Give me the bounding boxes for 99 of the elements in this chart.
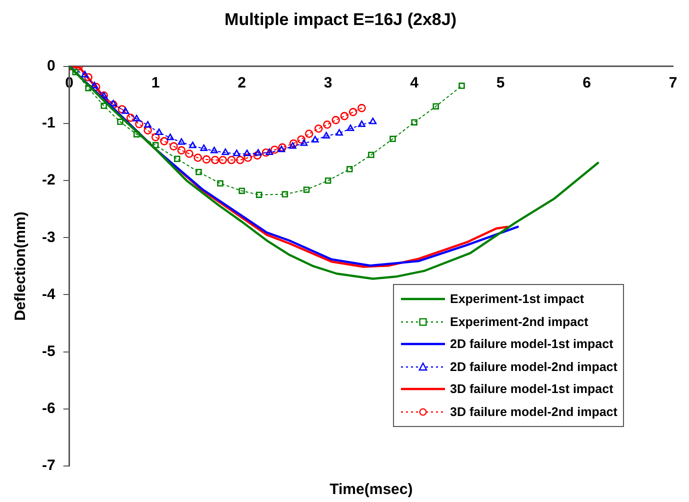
- y-tick-label: -3: [42, 228, 56, 246]
- point: [314, 124, 323, 133]
- point: [390, 136, 396, 142]
- point: [340, 112, 349, 120]
- y-axis-title: Deflection(mm): [12, 212, 30, 321]
- point: [411, 119, 418, 126]
- legend-label: 2D failure model-2nd impact: [450, 360, 618, 374]
- legend-label: 3D failure model-1st impact: [450, 382, 614, 396]
- point: [185, 150, 194, 158]
- point: [262, 148, 270, 157]
- point: [303, 186, 310, 193]
- point: [289, 139, 298, 148]
- point: [227, 156, 236, 164]
- y-tick-label: -1: [42, 114, 56, 132]
- point: [151, 133, 160, 142]
- point: [297, 135, 306, 144]
- point: [300, 139, 308, 146]
- x-tick-label: 1: [151, 74, 160, 92]
- point: [244, 154, 252, 162]
- point: [243, 150, 251, 156]
- x-tick-label: 7: [668, 74, 678, 92]
- point: [117, 118, 124, 125]
- point: [270, 146, 279, 154]
- x-tick-label: 5: [496, 74, 505, 92]
- x-tick-label: 2: [238, 74, 246, 92]
- point: [178, 138, 186, 145]
- y-tick-label: -4: [42, 286, 56, 303]
- point: [368, 152, 374, 158]
- point: [72, 68, 78, 76]
- point: [432, 103, 439, 110]
- y-tick-label: 0: [46, 58, 56, 75]
- legend-label: 2D failure model-1st impact: [450, 337, 614, 352]
- point: [322, 132, 330, 138]
- y-tick-label: -5: [42, 342, 56, 360]
- point: [323, 120, 332, 129]
- chart-title: Multiple impact E=16J (2x8J): [224, 10, 456, 29]
- point: [122, 107, 130, 114]
- point: [81, 70, 89, 78]
- point: [144, 121, 152, 128]
- point: [118, 105, 126, 114]
- point: [133, 131, 140, 138]
- point: [304, 130, 314, 138]
- point: [254, 149, 262, 156]
- legend-label: Experiment-1st impact: [450, 292, 584, 306]
- point: [236, 156, 244, 164]
- point: [348, 108, 358, 116]
- point: [210, 156, 220, 164]
- point: [346, 124, 354, 132]
- point: [218, 156, 227, 164]
- point: [84, 73, 92, 82]
- point: [144, 126, 152, 134]
- point: [85, 84, 92, 92]
- point: [166, 134, 174, 140]
- point: [126, 114, 135, 122]
- x-tick-label: 6: [582, 74, 591, 92]
- point: [135, 120, 144, 128]
- point: [110, 100, 117, 106]
- point: [358, 104, 366, 112]
- point: [369, 118, 377, 124]
- point: [132, 114, 140, 122]
- point: [152, 142, 159, 148]
- y-tick-label: -2: [42, 172, 56, 189]
- point: [170, 142, 178, 150]
- legend-label: Experiment-2nd impact: [450, 314, 588, 329]
- point: [358, 120, 366, 128]
- point: [278, 146, 286, 152]
- x-tick-label: 3: [324, 74, 332, 92]
- point: [256, 192, 262, 198]
- point: [90, 82, 98, 88]
- point: [174, 156, 180, 162]
- point: [177, 146, 186, 154]
- point: [253, 151, 262, 160]
- point: [222, 148, 230, 155]
- point: [196, 168, 202, 176]
- x-axis-title: Time(msec): [330, 481, 413, 498]
- point: [160, 137, 168, 146]
- point: [194, 154, 202, 162]
- point: [100, 102, 107, 109]
- point: [217, 180, 224, 187]
- x-tick-label: 4: [410, 74, 420, 92]
- point: [336, 129, 343, 136]
- point: [155, 128, 163, 136]
- y-tick-label: -7: [42, 457, 56, 474]
- point: [188, 142, 196, 148]
- point: [202, 155, 211, 164]
- point: [200, 144, 208, 152]
- legend-label: 3D failure model-2nd impact: [450, 404, 618, 419]
- point: [210, 146, 218, 154]
- point: [458, 82, 465, 89]
- point: [238, 188, 245, 194]
- y-tick-label: -6: [42, 400, 56, 418]
- point: [332, 116, 340, 124]
- point: [266, 148, 274, 155]
- point: [324, 177, 332, 184]
- point: [311, 136, 319, 142]
- point: [282, 191, 288, 198]
- point: [232, 150, 240, 156]
- point: [289, 142, 296, 149]
- point: [346, 166, 353, 172]
